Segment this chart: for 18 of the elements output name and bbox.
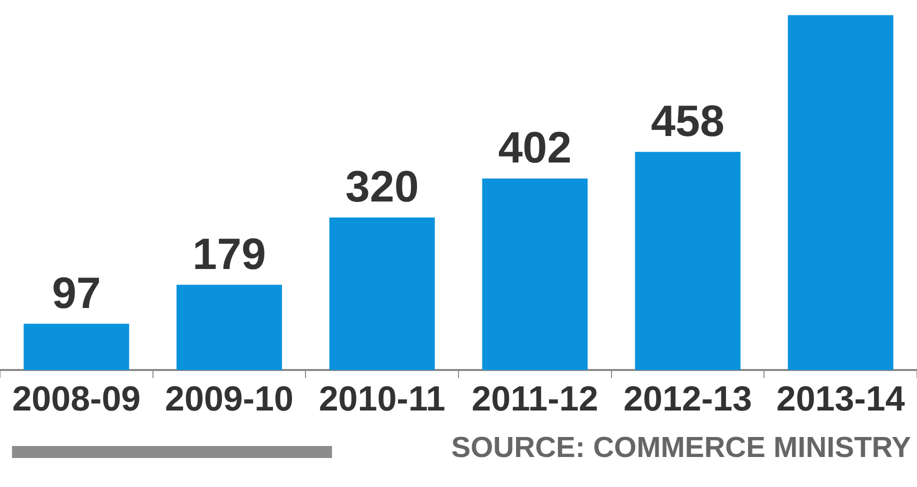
- data-label: 402: [498, 124, 572, 173]
- bar: [788, 15, 894, 370]
- x-tick-label: 2011-12: [472, 380, 598, 419]
- data-label: 97: [52, 268, 101, 318]
- data-label: 179: [192, 230, 266, 279]
- bar: [635, 152, 740, 370]
- bar: [24, 324, 130, 370]
- data-label: 458: [651, 96, 724, 146]
- bar: [329, 218, 435, 370]
- source-note: SOURCE: COMMERCE MINISTRY: [451, 432, 911, 465]
- x-tick-label: 2010-11: [318, 380, 446, 419]
- x-tick-label: 2013-14: [776, 380, 906, 419]
- x-tick-label: 2012-13: [624, 380, 752, 419]
- data-label: 320: [345, 162, 419, 212]
- x-tick-label: 2009-10: [165, 380, 294, 419]
- bar: [482, 178, 588, 370]
- bar: [176, 284, 282, 370]
- x-tick-label: 2008-09: [12, 380, 141, 419]
